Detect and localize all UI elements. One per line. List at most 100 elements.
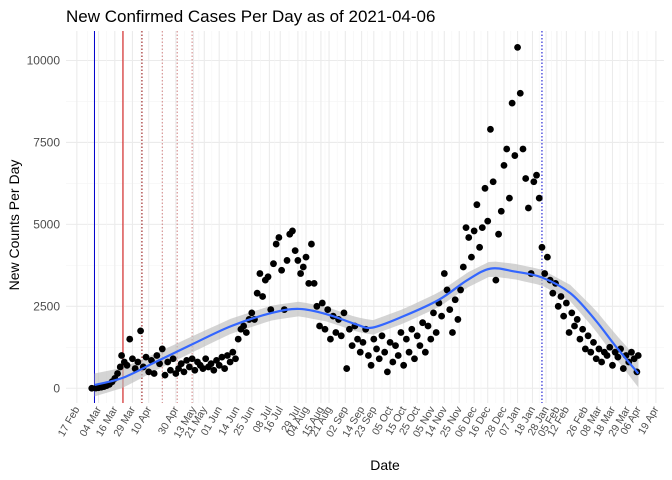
data-point (202, 355, 210, 363)
data-point (449, 329, 456, 336)
data-point (397, 329, 405, 336)
data-point (438, 312, 446, 320)
data-point (590, 338, 597, 346)
data-point (324, 306, 332, 313)
data-point (294, 257, 302, 264)
grid (66, 31, 664, 403)
data-point (256, 270, 264, 277)
data-point (538, 243, 546, 251)
data-point (609, 361, 616, 369)
data-point (218, 353, 226, 361)
data-point (116, 363, 124, 371)
data-point (332, 329, 340, 336)
y-tick-label: 0 (53, 381, 60, 395)
data-point (495, 230, 502, 238)
data-point (313, 302, 321, 310)
data-point (161, 371, 169, 379)
data-point (348, 342, 356, 350)
data-point (481, 184, 489, 192)
data-point (321, 325, 329, 333)
data-point (310, 279, 318, 287)
data-point (524, 204, 532, 212)
data-point (240, 322, 248, 330)
data-point (354, 335, 361, 343)
data-point (511, 152, 519, 159)
data-point (603, 352, 611, 359)
data-point (305, 279, 313, 287)
data-point (392, 342, 399, 350)
data-point (118, 352, 125, 359)
data-point (299, 263, 307, 271)
data-point (223, 352, 231, 359)
data-point (432, 329, 440, 336)
data-point (446, 306, 454, 313)
data-point (283, 257, 291, 264)
data-point (514, 43, 521, 51)
y-tick-label: 5000 (33, 217, 60, 231)
data-point (451, 296, 459, 304)
data-point (164, 358, 172, 366)
data-point (427, 335, 435, 343)
data-point (383, 368, 391, 376)
chart-title: New Confirmed Cases Per Day as of 2021-0… (66, 7, 435, 26)
data-point (408, 325, 416, 333)
data-point (126, 335, 134, 343)
data-point (386, 338, 394, 346)
data-point (579, 325, 587, 333)
data-point (543, 253, 551, 261)
y-axis-title: New Counts Per Day (6, 160, 22, 291)
data-point (259, 293, 267, 300)
smooth-line (94, 267, 640, 387)
data-point (123, 361, 131, 369)
y-tick-label: 10000 (27, 53, 61, 67)
data-point (356, 348, 364, 356)
data-point (378, 332, 386, 340)
data-point (411, 355, 418, 363)
data-point (581, 345, 589, 353)
data-point (541, 270, 549, 277)
data-point (381, 348, 389, 356)
data-point (454, 316, 462, 323)
data-point (562, 299, 570, 307)
data-point (167, 366, 174, 374)
data-point (302, 253, 310, 261)
data-point (557, 293, 565, 300)
data-point (606, 343, 614, 351)
data-point (587, 348, 595, 356)
data-point (554, 302, 562, 310)
data-point (530, 178, 538, 186)
data-point (221, 365, 229, 372)
data-point (484, 217, 492, 225)
data-point (522, 175, 530, 182)
data-point (289, 227, 296, 235)
x-axis-title: Date (370, 457, 400, 473)
data-point (489, 178, 497, 186)
data-points (88, 43, 642, 392)
data-point (145, 368, 153, 376)
data-point (389, 358, 397, 366)
data-point (114, 370, 121, 377)
data-point (150, 370, 158, 377)
data-point (291, 247, 299, 254)
data-point (576, 335, 584, 343)
data-point (402, 335, 410, 343)
data-point (476, 243, 483, 251)
data-point (232, 355, 239, 363)
data-point (343, 365, 351, 372)
data-point (226, 358, 234, 366)
data-point (373, 345, 380, 353)
data-point (183, 356, 191, 364)
data-point (592, 355, 600, 363)
data-point (297, 270, 304, 277)
data-point (158, 345, 166, 353)
data-point (400, 361, 408, 369)
data-point (234, 335, 242, 343)
data-point (367, 361, 375, 369)
data-point (346, 325, 353, 333)
data-point (316, 322, 323, 330)
data-point (199, 365, 207, 372)
data-point (185, 363, 193, 371)
data-point (506, 194, 513, 202)
data-point (568, 309, 576, 317)
